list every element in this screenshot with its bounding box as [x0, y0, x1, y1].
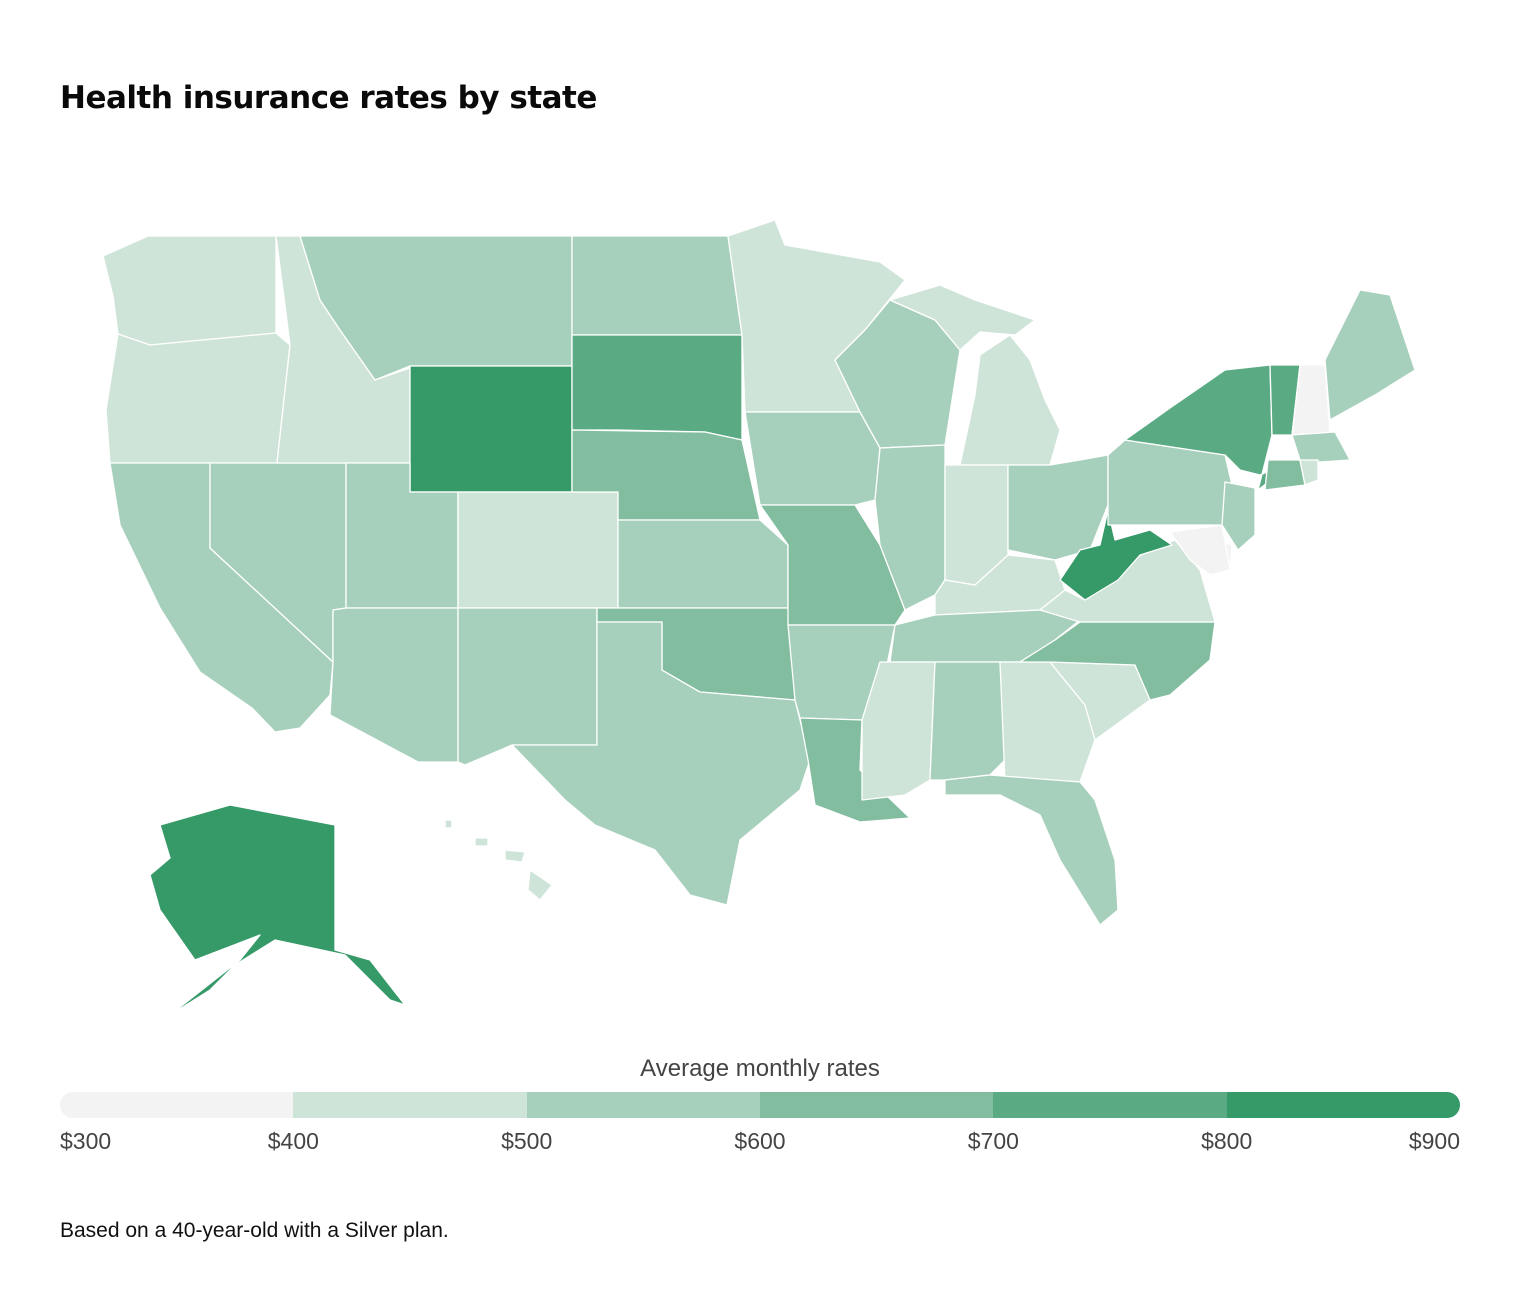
- state-colorado: [457, 491, 619, 609]
- state-texas: [511, 621, 811, 906]
- state-north-carolina: [1019, 621, 1216, 701]
- legend-tick-2: $500: [501, 1128, 553, 1154]
- state-rhode-island: [1299, 459, 1319, 486]
- state-new-jersey: [1221, 481, 1256, 551]
- state-massachusetts: [1291, 431, 1351, 463]
- legend-swatch-5: [1226, 1092, 1460, 1118]
- legend-color-scale: [60, 1092, 1460, 1118]
- legend-tick-1: $400: [267, 1128, 319, 1154]
- state-new-mexico: [457, 607, 598, 766]
- state-alabama: [929, 661, 1006, 781]
- state-oregon: [105, 332, 291, 464]
- legend-tick-3: $600: [734, 1128, 786, 1154]
- state-connecticut: [1264, 459, 1306, 491]
- state-washington: [102, 235, 277, 346]
- state-maryland: [1169, 524, 1231, 576]
- state-iowa: [744, 411, 881, 506]
- state-arizona: [329, 607, 459, 763]
- state-michigan: [889, 284, 1061, 466]
- state-new-york: [1124, 364, 1301, 491]
- legend-swatch-1: [293, 1092, 527, 1118]
- state-south-dakota: [571, 334, 743, 441]
- state-ohio: [1007, 454, 1109, 561]
- footnote: Based on a 40-year-old with a Silver pla…: [60, 1219, 449, 1242]
- legend-tick-5: $800: [1201, 1128, 1253, 1154]
- legend-title: Average monthly rates: [640, 1055, 880, 1082]
- state-west-virginia: [1059, 509, 1173, 601]
- state-north-dakota: [571, 235, 743, 336]
- state-kansas: [617, 519, 789, 609]
- legend-tick-4: $700: [967, 1128, 1019, 1154]
- state-missouri: [759, 504, 906, 626]
- legend-tick-0: $300: [60, 1128, 112, 1154]
- state-wyoming: [409, 365, 573, 493]
- state-maine: [1324, 289, 1416, 421]
- state-hawaii: [444, 819, 553, 901]
- chart-title: Health insurance rates by state: [60, 80, 597, 116]
- state-alaska: [149, 804, 406, 1016]
- legend-swatch-0: [60, 1092, 294, 1118]
- legend-swatch-2: [526, 1092, 760, 1118]
- legend-tick-6: $900: [1408, 1128, 1460, 1154]
- legend-swatch-3: [759, 1092, 994, 1118]
- state-florida: [944, 774, 1119, 926]
- state-mississippi: [861, 661, 936, 801]
- legend-swatch-4: [993, 1092, 1227, 1118]
